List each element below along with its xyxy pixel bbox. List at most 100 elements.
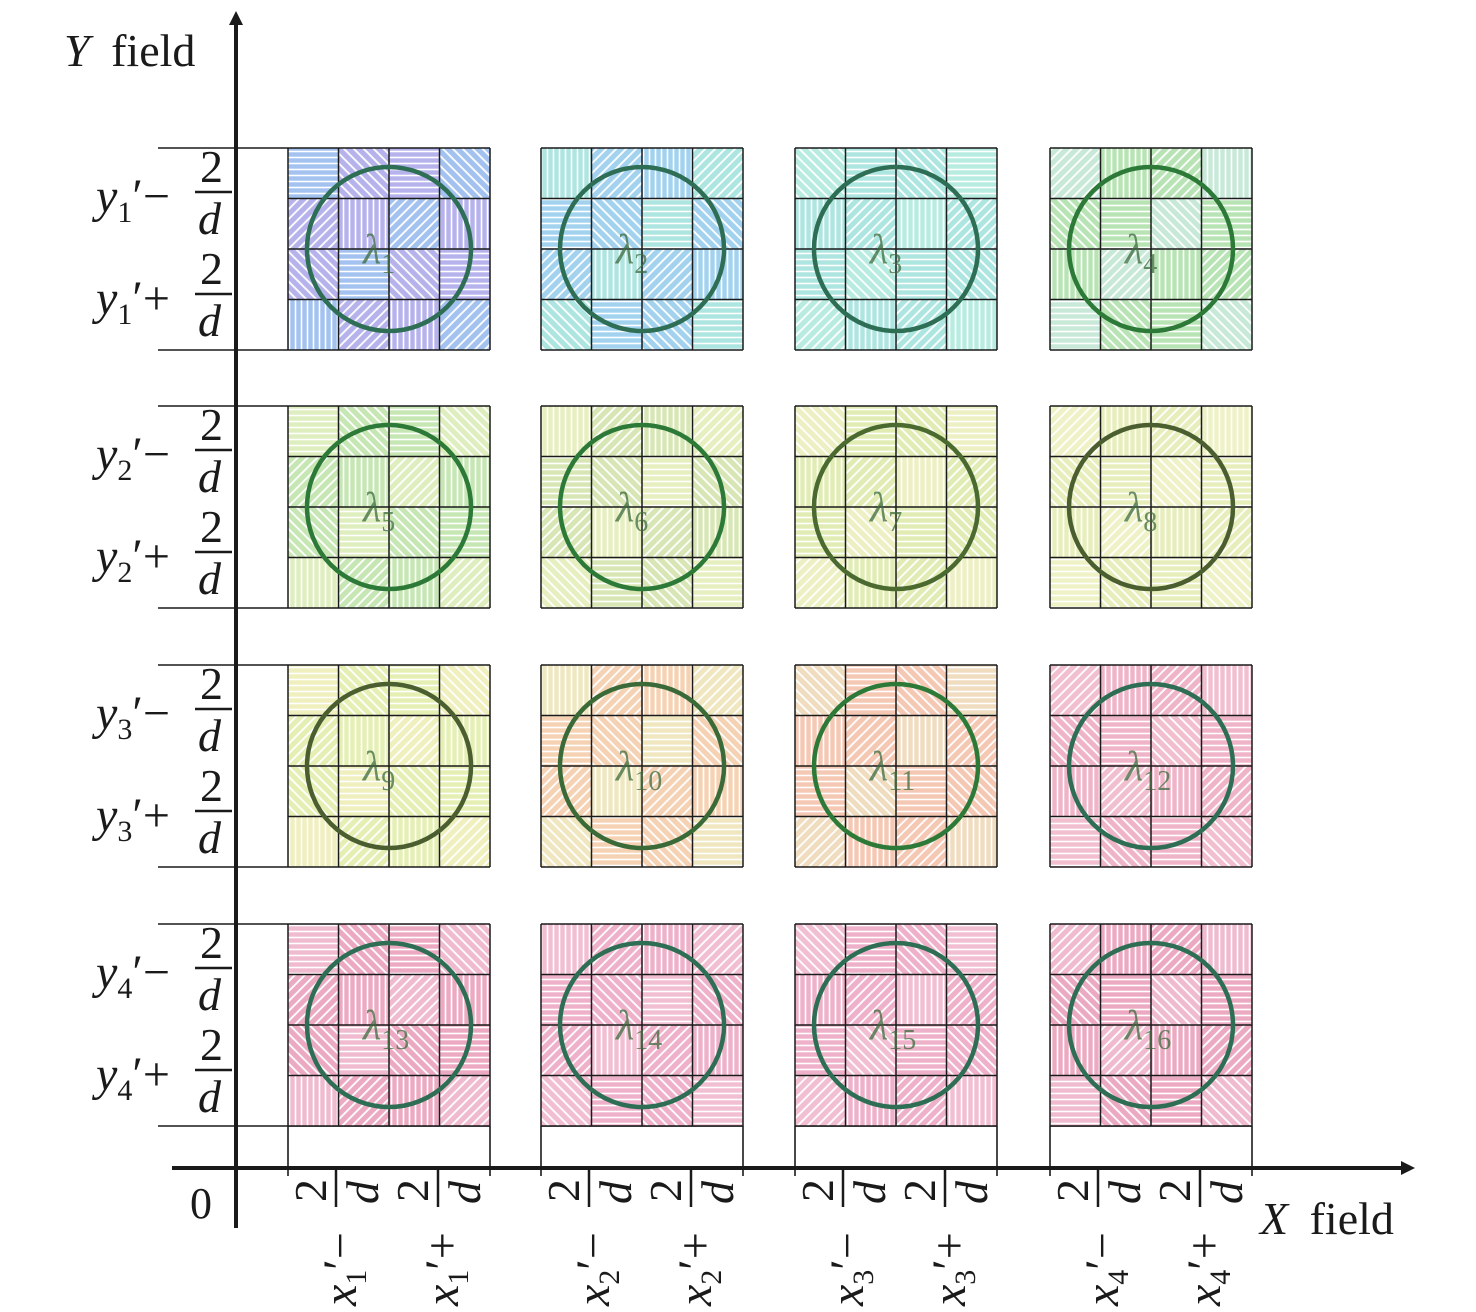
subcell-hatch <box>1100 1025 1151 1076</box>
ring <box>304 164 474 334</box>
x-tick-labels: x1′−2 dx1′+2 dx2′−2 dx2′+2 dx3′−2 dx3′+2 dx4′−… <box>285 1170 1252 1307</box>
cell-label-index: 11 <box>888 766 915 797</box>
x-tick-var: x2′+ <box>669 1232 728 1307</box>
subcell-hatch <box>1100 507 1151 558</box>
cell-label-symbol: λ <box>361 744 381 790</box>
subcell-hatch <box>845 507 896 558</box>
cell-label-symbol: λ <box>614 227 634 273</box>
subcell-hatch <box>338 715 389 766</box>
cell-label-index: 13 <box>381 1025 409 1056</box>
subcell-hatch <box>389 456 440 507</box>
subcell-hatch <box>1151 198 1202 249</box>
y-tick-var: y4′− <box>91 946 170 1005</box>
subcell-hatch <box>845 1025 896 1076</box>
ring <box>304 422 474 592</box>
cell-label-index: 3 <box>888 249 902 280</box>
subcell-hatch <box>642 715 693 766</box>
cell-label-index: 1 <box>381 249 395 280</box>
ring <box>811 164 981 334</box>
subcell-hatch <box>1151 766 1202 817</box>
y-tick-label: y3′− 2d <box>91 658 232 761</box>
cell-block-16: λ16 <box>1049 923 1253 1127</box>
x-tick-num: 2 <box>285 1179 336 1202</box>
ring <box>1066 681 1236 851</box>
x-tick-var: x4′− <box>1076 1232 1135 1307</box>
cell-label-symbol: λ <box>1123 1003 1143 1049</box>
subcell-hatch <box>642 456 693 507</box>
subcell-hatch <box>338 249 389 300</box>
x-tick-label: x3′− 2 d <box>792 1170 895 1307</box>
y-tick-var: y4′+ <box>91 1048 170 1107</box>
cell-block-8: λ8 <box>1049 405 1253 609</box>
cell-label-index: 6 <box>634 507 648 538</box>
y-tick-num: 2 <box>200 760 223 811</box>
subcell-hatch <box>389 507 440 558</box>
subcell-hatch <box>896 249 947 300</box>
cell-label-index: 5 <box>381 507 395 538</box>
cell-label-index: 10 <box>634 766 662 797</box>
cell-label: λ5 <box>361 485 395 538</box>
y-axis-title: Y field <box>64 25 195 76</box>
x-tick-num: 2 <box>894 1179 945 1202</box>
y-tick-num: 2 <box>200 1019 223 1070</box>
ring <box>557 681 727 851</box>
y-tick-num: 2 <box>200 658 223 709</box>
x-tick-den: d <box>692 1180 743 1204</box>
ring <box>1066 164 1236 334</box>
subcell-hatch <box>642 249 693 300</box>
subcell-hatch <box>845 715 896 766</box>
y-axis-var: Y <box>64 25 94 76</box>
y-tick-den: d <box>198 451 222 502</box>
subcell-hatch <box>1100 766 1151 817</box>
subcell-hatch <box>1151 249 1202 300</box>
y-tick-den: d <box>198 710 222 761</box>
subcell-hatch <box>338 766 389 817</box>
y-tick-den: d <box>198 1071 222 1122</box>
cell-label-symbol: λ <box>868 485 888 531</box>
x-tick-den: d <box>946 1180 997 1204</box>
cell-label-symbol: λ <box>868 227 888 273</box>
y-tick-den: d <box>198 553 222 604</box>
ring <box>304 940 474 1110</box>
y-tick-label: y2′− 2d <box>91 399 232 502</box>
subcell-hatch <box>1151 456 1202 507</box>
cell-label-symbol: λ <box>1123 744 1143 790</box>
subcell-hatch <box>338 456 389 507</box>
subcell-hatch <box>896 1025 947 1076</box>
cell-block-14: λ14 <box>540 923 744 1127</box>
x-tick-label: x4′+ 2 d <box>1149 1170 1252 1307</box>
cell-label: λ15 <box>868 1003 916 1056</box>
x-tick-num: 2 <box>1047 1179 1098 1202</box>
x-tick-label: x1′+ 2 d <box>387 1170 490 1307</box>
cell-label-symbol: λ <box>614 744 634 790</box>
y-tick-label: y4′+ 2d <box>91 1019 232 1122</box>
subcell-hatch <box>896 456 947 507</box>
cell-label: λ13 <box>361 1003 409 1056</box>
subcell-hatch <box>1100 249 1151 300</box>
x-tick-var: x1′+ <box>416 1232 475 1307</box>
subcell-hatch <box>896 507 947 558</box>
x-tick-den: d <box>337 1180 388 1204</box>
x-tick-label: x3′+ 2 d <box>894 1170 997 1307</box>
cell-label-symbol: λ <box>868 744 888 790</box>
y-tick-label: y1′+ 2d <box>91 243 232 346</box>
ring <box>557 940 727 1110</box>
subcell-hatch <box>1151 1025 1202 1076</box>
cell-label: λ11 <box>868 744 915 797</box>
cell-label-symbol: λ <box>1123 227 1143 273</box>
y-tick-var: y2′− <box>91 428 170 487</box>
cell-label: λ7 <box>868 485 902 538</box>
subcell-hatch <box>896 198 947 249</box>
subcell-hatch <box>338 1025 389 1076</box>
cell-label-index: 8 <box>1143 507 1157 538</box>
cell-label: λ4 <box>1123 227 1157 280</box>
subcell-hatch <box>591 456 642 507</box>
y-tick-var: y1′− <box>91 170 170 229</box>
subcell-hatch <box>1151 974 1202 1025</box>
ring <box>811 422 981 592</box>
cell-block-13: λ13 <box>287 923 491 1127</box>
y-tick-var: y1′+ <box>91 272 170 331</box>
subcell-hatch <box>1100 974 1151 1025</box>
